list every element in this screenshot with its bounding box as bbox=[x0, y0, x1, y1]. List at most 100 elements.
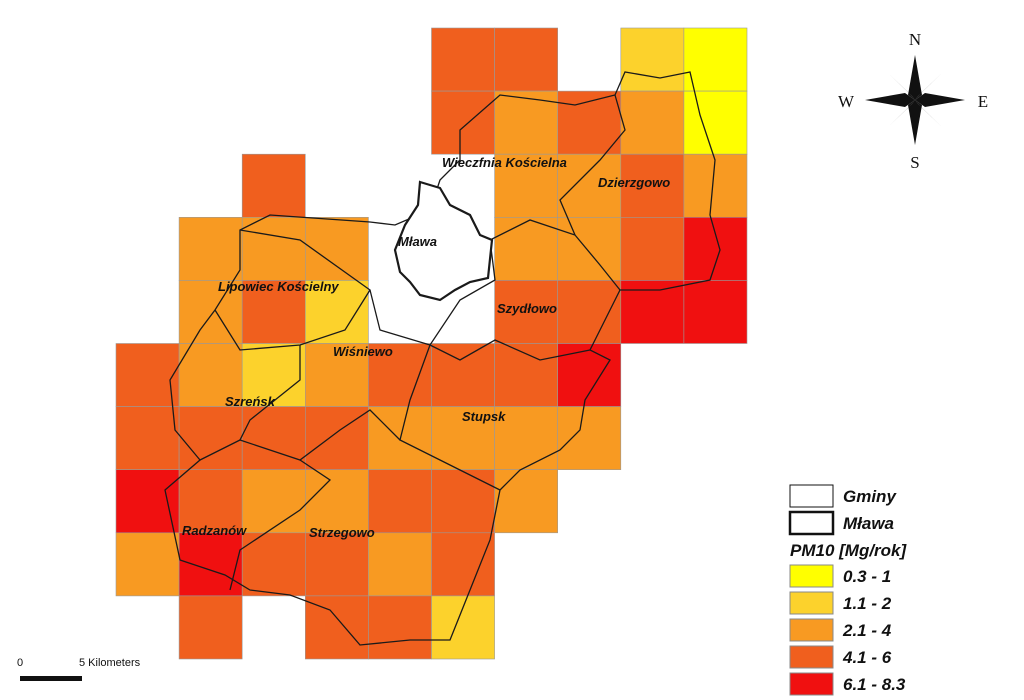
legend-label: 2.1 - 4 bbox=[842, 621, 892, 640]
grid-cell bbox=[620, 90, 685, 155]
grid-cell bbox=[431, 90, 495, 155]
grid-cell bbox=[304, 469, 369, 534]
place-label: Wiśniewo bbox=[333, 344, 393, 359]
grid-cell bbox=[683, 153, 748, 218]
grid-cell bbox=[683, 90, 748, 155]
inner-boundary bbox=[429, 339, 591, 361]
grid-cell bbox=[620, 27, 685, 92]
grid-cell bbox=[241, 469, 306, 534]
grid-cell bbox=[178, 217, 243, 281]
inner-boundary bbox=[369, 219, 621, 346]
legend-swatch bbox=[789, 645, 834, 669]
grid-cell bbox=[431, 406, 495, 471]
legend-label: 0.3 - 1 bbox=[843, 567, 891, 586]
legend-label: 1.1 - 2 bbox=[843, 594, 892, 613]
compass-north: N bbox=[909, 30, 921, 49]
legend: Gminy Mława PM10 [Mg/rok] 0.3 - 1 1.1 - 2… bbox=[788, 484, 908, 696]
place-label: Szreńsk bbox=[225, 394, 276, 409]
legend-gminy: Gminy bbox=[843, 487, 897, 506]
grid-cell bbox=[620, 280, 685, 344]
compass-east: E bbox=[978, 92, 988, 111]
grid-cell bbox=[241, 532, 306, 597]
grid-cell bbox=[620, 153, 685, 218]
grid-cell bbox=[241, 153, 306, 218]
grid-cell bbox=[178, 532, 243, 597]
grid-cell bbox=[683, 27, 748, 92]
grid-cell bbox=[557, 217, 622, 281]
grid-cell bbox=[178, 469, 243, 534]
scale-bar: 0 5 Kilometers bbox=[17, 657, 141, 681]
grid-cell bbox=[494, 343, 559, 407]
grid-cell bbox=[557, 90, 622, 155]
compass-west: W bbox=[838, 92, 855, 111]
grid-cell bbox=[683, 217, 748, 281]
place-labels: Wieczfnia Kościelna Dzierzgowo Mława Lipowi… bbox=[182, 155, 670, 540]
grid-cell bbox=[178, 595, 243, 660]
inner-boundary bbox=[199, 439, 332, 591]
place-label: Strzegowo bbox=[309, 525, 375, 540]
grid-cell bbox=[557, 406, 622, 471]
gmina-boundaries bbox=[164, 71, 721, 646]
mlawa-boundary bbox=[393, 180, 494, 302]
grid-cell bbox=[241, 343, 306, 407]
grid-cell bbox=[178, 406, 243, 471]
grid-cell bbox=[368, 532, 432, 597]
grid-cell bbox=[115, 532, 180, 597]
grid-cell bbox=[304, 217, 369, 281]
grid-cell bbox=[431, 532, 495, 597]
place-label: Lipowiec Kościelny bbox=[218, 279, 339, 294]
scale-end: 5 Kilometers bbox=[79, 657, 141, 669]
compass-south: S bbox=[910, 153, 919, 172]
legend-mlawa: Mława bbox=[843, 514, 894, 533]
inner-boundary bbox=[559, 94, 626, 236]
grid-cell bbox=[494, 406, 559, 471]
legend-swatch bbox=[789, 591, 834, 615]
legend-gminy-swatch bbox=[789, 484, 834, 508]
inner-boundary bbox=[239, 345, 401, 461]
legend-swatch bbox=[789, 618, 834, 642]
grid-cell bbox=[115, 406, 180, 471]
scale-start: 0 bbox=[17, 657, 23, 669]
scale-bar-rect bbox=[20, 676, 82, 681]
place-label: Stupsk bbox=[462, 409, 506, 424]
grid-cell bbox=[683, 280, 748, 344]
grid-cell bbox=[115, 343, 180, 407]
grid-cell bbox=[304, 595, 369, 660]
grid-cell bbox=[115, 469, 180, 534]
place-label: Mława bbox=[398, 234, 437, 249]
grid-cell bbox=[431, 27, 495, 92]
grid-cell bbox=[620, 217, 685, 281]
grid-cell bbox=[304, 532, 369, 597]
outer-boundary bbox=[164, 71, 721, 646]
grid-cell bbox=[241, 217, 306, 281]
grid-cell bbox=[494, 280, 559, 344]
grid-cell bbox=[431, 343, 495, 407]
grid-cell bbox=[241, 280, 306, 344]
grid-cell bbox=[368, 595, 432, 660]
grid-cell bbox=[241, 406, 306, 471]
grid-cell bbox=[557, 280, 622, 344]
grid-cell bbox=[494, 217, 559, 281]
legend-title: PM10 [Mg/rok] bbox=[790, 541, 908, 560]
grid-cell bbox=[178, 280, 243, 344]
grid-cell bbox=[304, 406, 369, 471]
compass: N S W E bbox=[838, 30, 988, 172]
place-label: Szydłowo bbox=[497, 301, 557, 316]
place-label: Radzanów bbox=[182, 523, 247, 538]
legend-swatch bbox=[789, 564, 834, 588]
place-label: Dzierzgowo bbox=[598, 175, 670, 190]
grid-cell bbox=[431, 469, 495, 534]
legend-label: 6.1 - 8.3 bbox=[843, 675, 906, 694]
grid-cell bbox=[557, 343, 622, 407]
legend-label: 4.1 - 6 bbox=[842, 648, 892, 667]
inner-boundary bbox=[214, 229, 371, 351]
grid-cell bbox=[557, 153, 622, 218]
grid-cell bbox=[494, 469, 559, 534]
grid-cell bbox=[368, 469, 432, 534]
place-label: Wieczfnia Kościelna bbox=[442, 155, 567, 170]
legend-mlawa-swatch bbox=[788, 510, 835, 536]
grid-cell bbox=[431, 595, 495, 660]
grid-cell bbox=[494, 27, 559, 92]
legend-swatch bbox=[789, 672, 834, 696]
